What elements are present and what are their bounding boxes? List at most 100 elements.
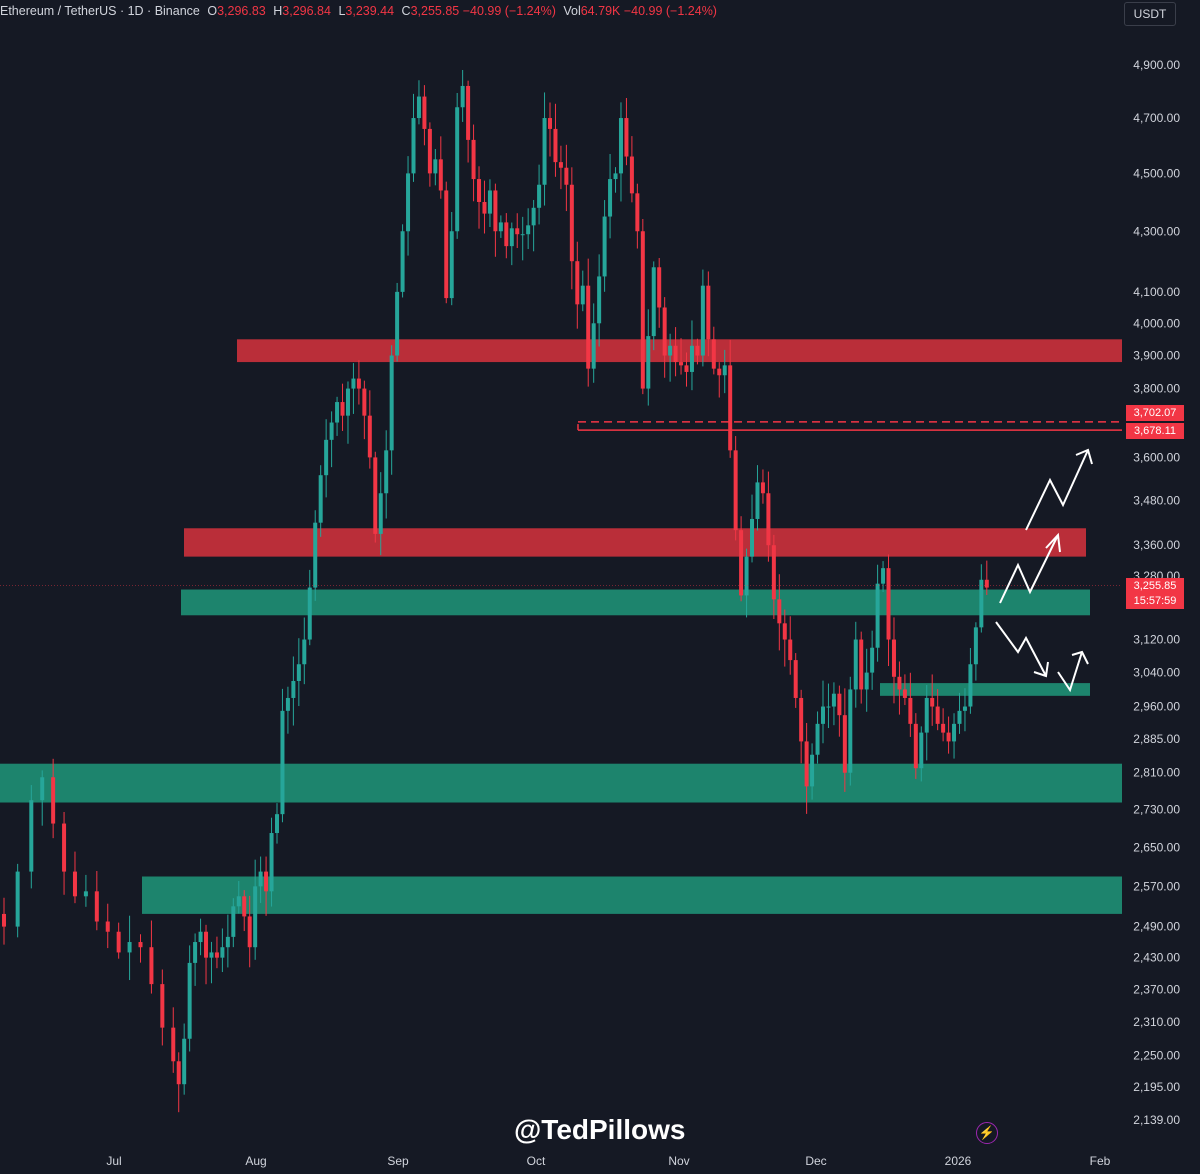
candle-body[interactable] (318, 475, 323, 523)
candle-body[interactable] (422, 96, 427, 129)
candle-body[interactable] (324, 439, 329, 476)
candle-body[interactable] (913, 723, 918, 769)
candle-body[interactable] (231, 906, 236, 937)
candle-body[interactable] (908, 697, 913, 724)
candle-body[interactable] (695, 345, 700, 356)
candle-body[interactable] (269, 833, 274, 892)
candle-body[interactable] (728, 365, 733, 451)
candle-body[interactable] (553, 128, 558, 163)
candle-body[interactable] (258, 871, 263, 887)
candle-body[interactable] (597, 276, 602, 324)
support-zone[interactable] (181, 589, 1090, 616)
candle-body[interactable] (662, 307, 667, 356)
candle-body[interactable] (220, 947, 225, 958)
candle-body[interactable] (700, 285, 705, 356)
candle-body[interactable] (793, 660, 798, 698)
candle-body[interactable] (968, 664, 973, 707)
candle-body[interactable] (957, 710, 962, 724)
candle-body[interactable] (897, 676, 902, 690)
candle-body[interactable] (384, 450, 389, 494)
candle-body[interactable] (193, 942, 198, 963)
candle-body[interactable] (853, 639, 858, 690)
candle-body[interactable] (406, 173, 411, 232)
candle-body[interactable] (886, 568, 891, 640)
lightning-icon[interactable]: ⚡ (976, 1122, 998, 1144)
candle-body[interactable] (416, 96, 421, 119)
candle-body[interactable] (924, 697, 929, 733)
candle-body[interactable] (760, 482, 765, 494)
candle-body[interactable] (313, 522, 318, 588)
candle-body[interactable] (29, 800, 34, 872)
candle-body[interactable] (821, 706, 825, 724)
candle-body[interactable] (744, 556, 749, 596)
candle-body[interactable] (400, 231, 405, 292)
candle-body[interactable] (881, 568, 886, 584)
candle-body[interactable] (575, 261, 580, 305)
candle-body[interactable] (395, 291, 400, 356)
candle-body[interactable] (837, 693, 842, 716)
candle-body[interactable] (788, 639, 793, 661)
candle-body[interactable] (673, 345, 678, 363)
candle-body[interactable] (378, 493, 383, 534)
candle-body[interactable] (209, 952, 214, 958)
candle-body[interactable] (930, 697, 935, 707)
candle-body[interactable] (848, 689, 853, 773)
candle-body[interactable] (558, 162, 563, 168)
candle-body[interactable] (640, 231, 645, 389)
price-axis[interactable]: 4,900.00 4,700.00 4,500.00 4,300.00 4,100.00… (1133, 58, 1180, 1127)
time-axis[interactable]: Jul Aug Sep Oct Nov Dec 2026 Feb (106, 1154, 1110, 1168)
candle-body[interactable] (302, 639, 307, 665)
candle-body[interactable] (526, 225, 531, 235)
candle-body[interactable] (482, 201, 487, 214)
candle-body[interactable] (766, 493, 771, 546)
candle-body[interactable] (275, 814, 279, 834)
candle-body[interactable] (433, 159, 438, 174)
resistance-zone[interactable] (237, 339, 1122, 363)
candle-body[interactable] (198, 931, 203, 943)
resistance-zone[interactable] (184, 528, 1086, 557)
candle-body[interactable] (706, 285, 711, 340)
candle-body[interactable] (242, 896, 247, 917)
candle-body[interactable] (804, 741, 809, 787)
candle-body[interactable] (471, 139, 476, 180)
candle-body[interactable] (668, 345, 673, 356)
candle-body[interactable] (214, 952, 219, 958)
candle-body[interactable] (782, 623, 787, 640)
candle-body[interactable] (105, 921, 110, 932)
candle-body[interactable] (62, 823, 67, 872)
candle-body[interactable] (487, 190, 492, 214)
candle-body[interactable] (504, 222, 509, 247)
candle-body[interactable] (717, 368, 722, 376)
candle-body[interactable] (509, 228, 514, 247)
candle-body[interactable] (182, 1038, 187, 1085)
candle-body[interactable] (624, 118, 629, 157)
candle-body[interactable] (646, 336, 651, 389)
candle-body[interactable] (2, 913, 6, 927)
candle-body[interactable] (444, 190, 449, 299)
candle-body[interactable] (176, 1061, 181, 1085)
candle-body[interactable] (586, 285, 591, 369)
candle-body[interactable] (542, 118, 547, 185)
candle-body[interactable] (72, 871, 77, 897)
candle-body[interactable] (160, 984, 165, 1028)
candle-body[interactable] (984, 579, 989, 588)
candle-body[interactable] (919, 732, 924, 769)
candle-body[interactable] (411, 118, 416, 174)
candle-body[interactable] (455, 107, 460, 232)
candle-body[interactable] (83, 891, 88, 897)
candle-body[interactable] (498, 222, 503, 232)
candle-body[interactable] (171, 1027, 176, 1062)
candle-body[interactable] (264, 871, 269, 892)
candle-body[interactable] (127, 942, 132, 953)
candle-body[interactable] (537, 184, 542, 208)
candle-body[interactable] (684, 365, 689, 372)
candle-body[interactable] (629, 156, 634, 194)
candle-body[interactable] (15, 871, 20, 927)
candle-body[interactable] (367, 415, 372, 458)
candle-body[interactable] (722, 365, 727, 376)
candle-body[interactable] (952, 723, 957, 742)
candle-body[interactable] (373, 457, 378, 534)
candle-body[interactable] (875, 583, 880, 648)
candle-body[interactable] (291, 680, 296, 698)
